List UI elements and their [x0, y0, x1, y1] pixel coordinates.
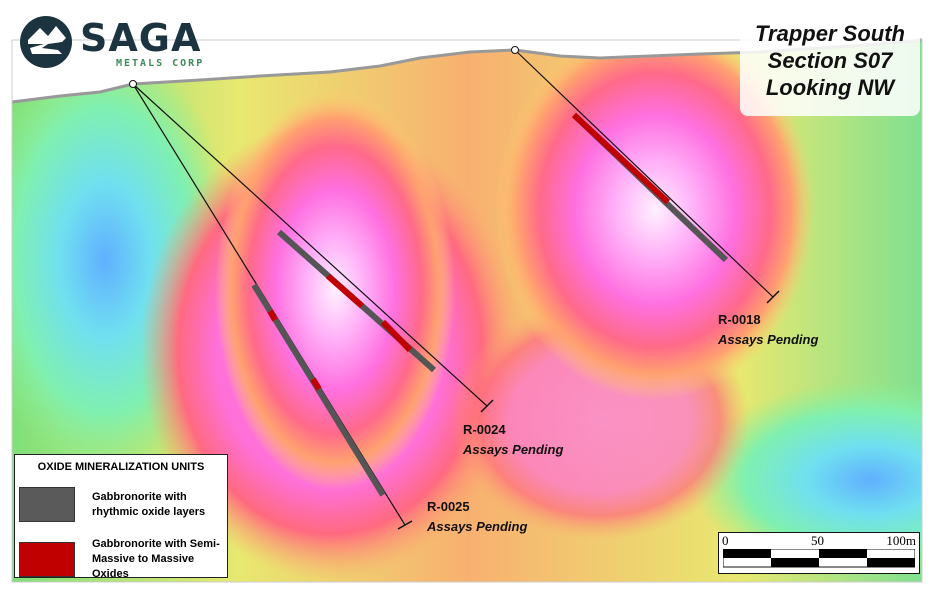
scale-tick: 0 [722, 533, 729, 548]
saga-logo: SAGA METALS CORP [18, 14, 208, 74]
collar-marker [129, 80, 137, 88]
legend-swatch-red [19, 542, 75, 577]
collar-marker [511, 46, 519, 54]
title-line: Trapper South [755, 21, 905, 46]
title-line: Section S07 [767, 48, 893, 73]
logo-wordmark: SAGA [80, 16, 202, 60]
hole-id: R-0024 [463, 422, 506, 437]
scale-tick: 100m [886, 533, 916, 548]
title-line: Looking NW [765, 75, 895, 100]
logo-subtitle: METALS CORP [116, 58, 205, 69]
scale-bar-blocks [723, 549, 915, 568]
legend-swatch-grey [19, 487, 75, 522]
legend-label: Gabbronorite with rhythmic oxide layers [92, 490, 206, 518]
drill-hole-r-0025[interactable] [132, 83, 413, 530]
drill-hole-r-0024[interactable] [132, 83, 494, 413]
drill-hole-r-0018[interactable] [514, 49, 780, 304]
hole-id: R-0025 [427, 499, 470, 514]
hole-id: R-0018 [718, 312, 761, 327]
label-r-0025: R-0025 Assays Pending [427, 497, 527, 537]
label-r-0024: R-0024 Assays Pending [463, 420, 563, 460]
logo-emblem-icon [20, 16, 72, 68]
legend-item: Gabbronorite with rhythmic oxide layers [19, 487, 232, 522]
legend-label: Gabbronorite with Semi-Massive to Massiv… [92, 538, 220, 580]
hole-status: Assays Pending [427, 519, 528, 534]
section-title: Trapper South Section S07 Looking NW [740, 16, 920, 116]
legend-item: Gabbronorite with Semi-Massive to Massiv… [19, 537, 232, 582]
hole-status: Assays Pending [463, 442, 564, 457]
label-r-0018: R-0018 Assays Pending [718, 310, 818, 350]
legend-title: OXIDE MINERALIZATION UNITS [37, 461, 205, 473]
scale-bar: 0 50 100m [718, 532, 920, 574]
hole-status: Assays Pending [718, 332, 819, 347]
legend: OXIDE MINERALIZATION UNITS Gabbronorite … [14, 454, 228, 580]
scale-tick: 50 [811, 533, 824, 548]
